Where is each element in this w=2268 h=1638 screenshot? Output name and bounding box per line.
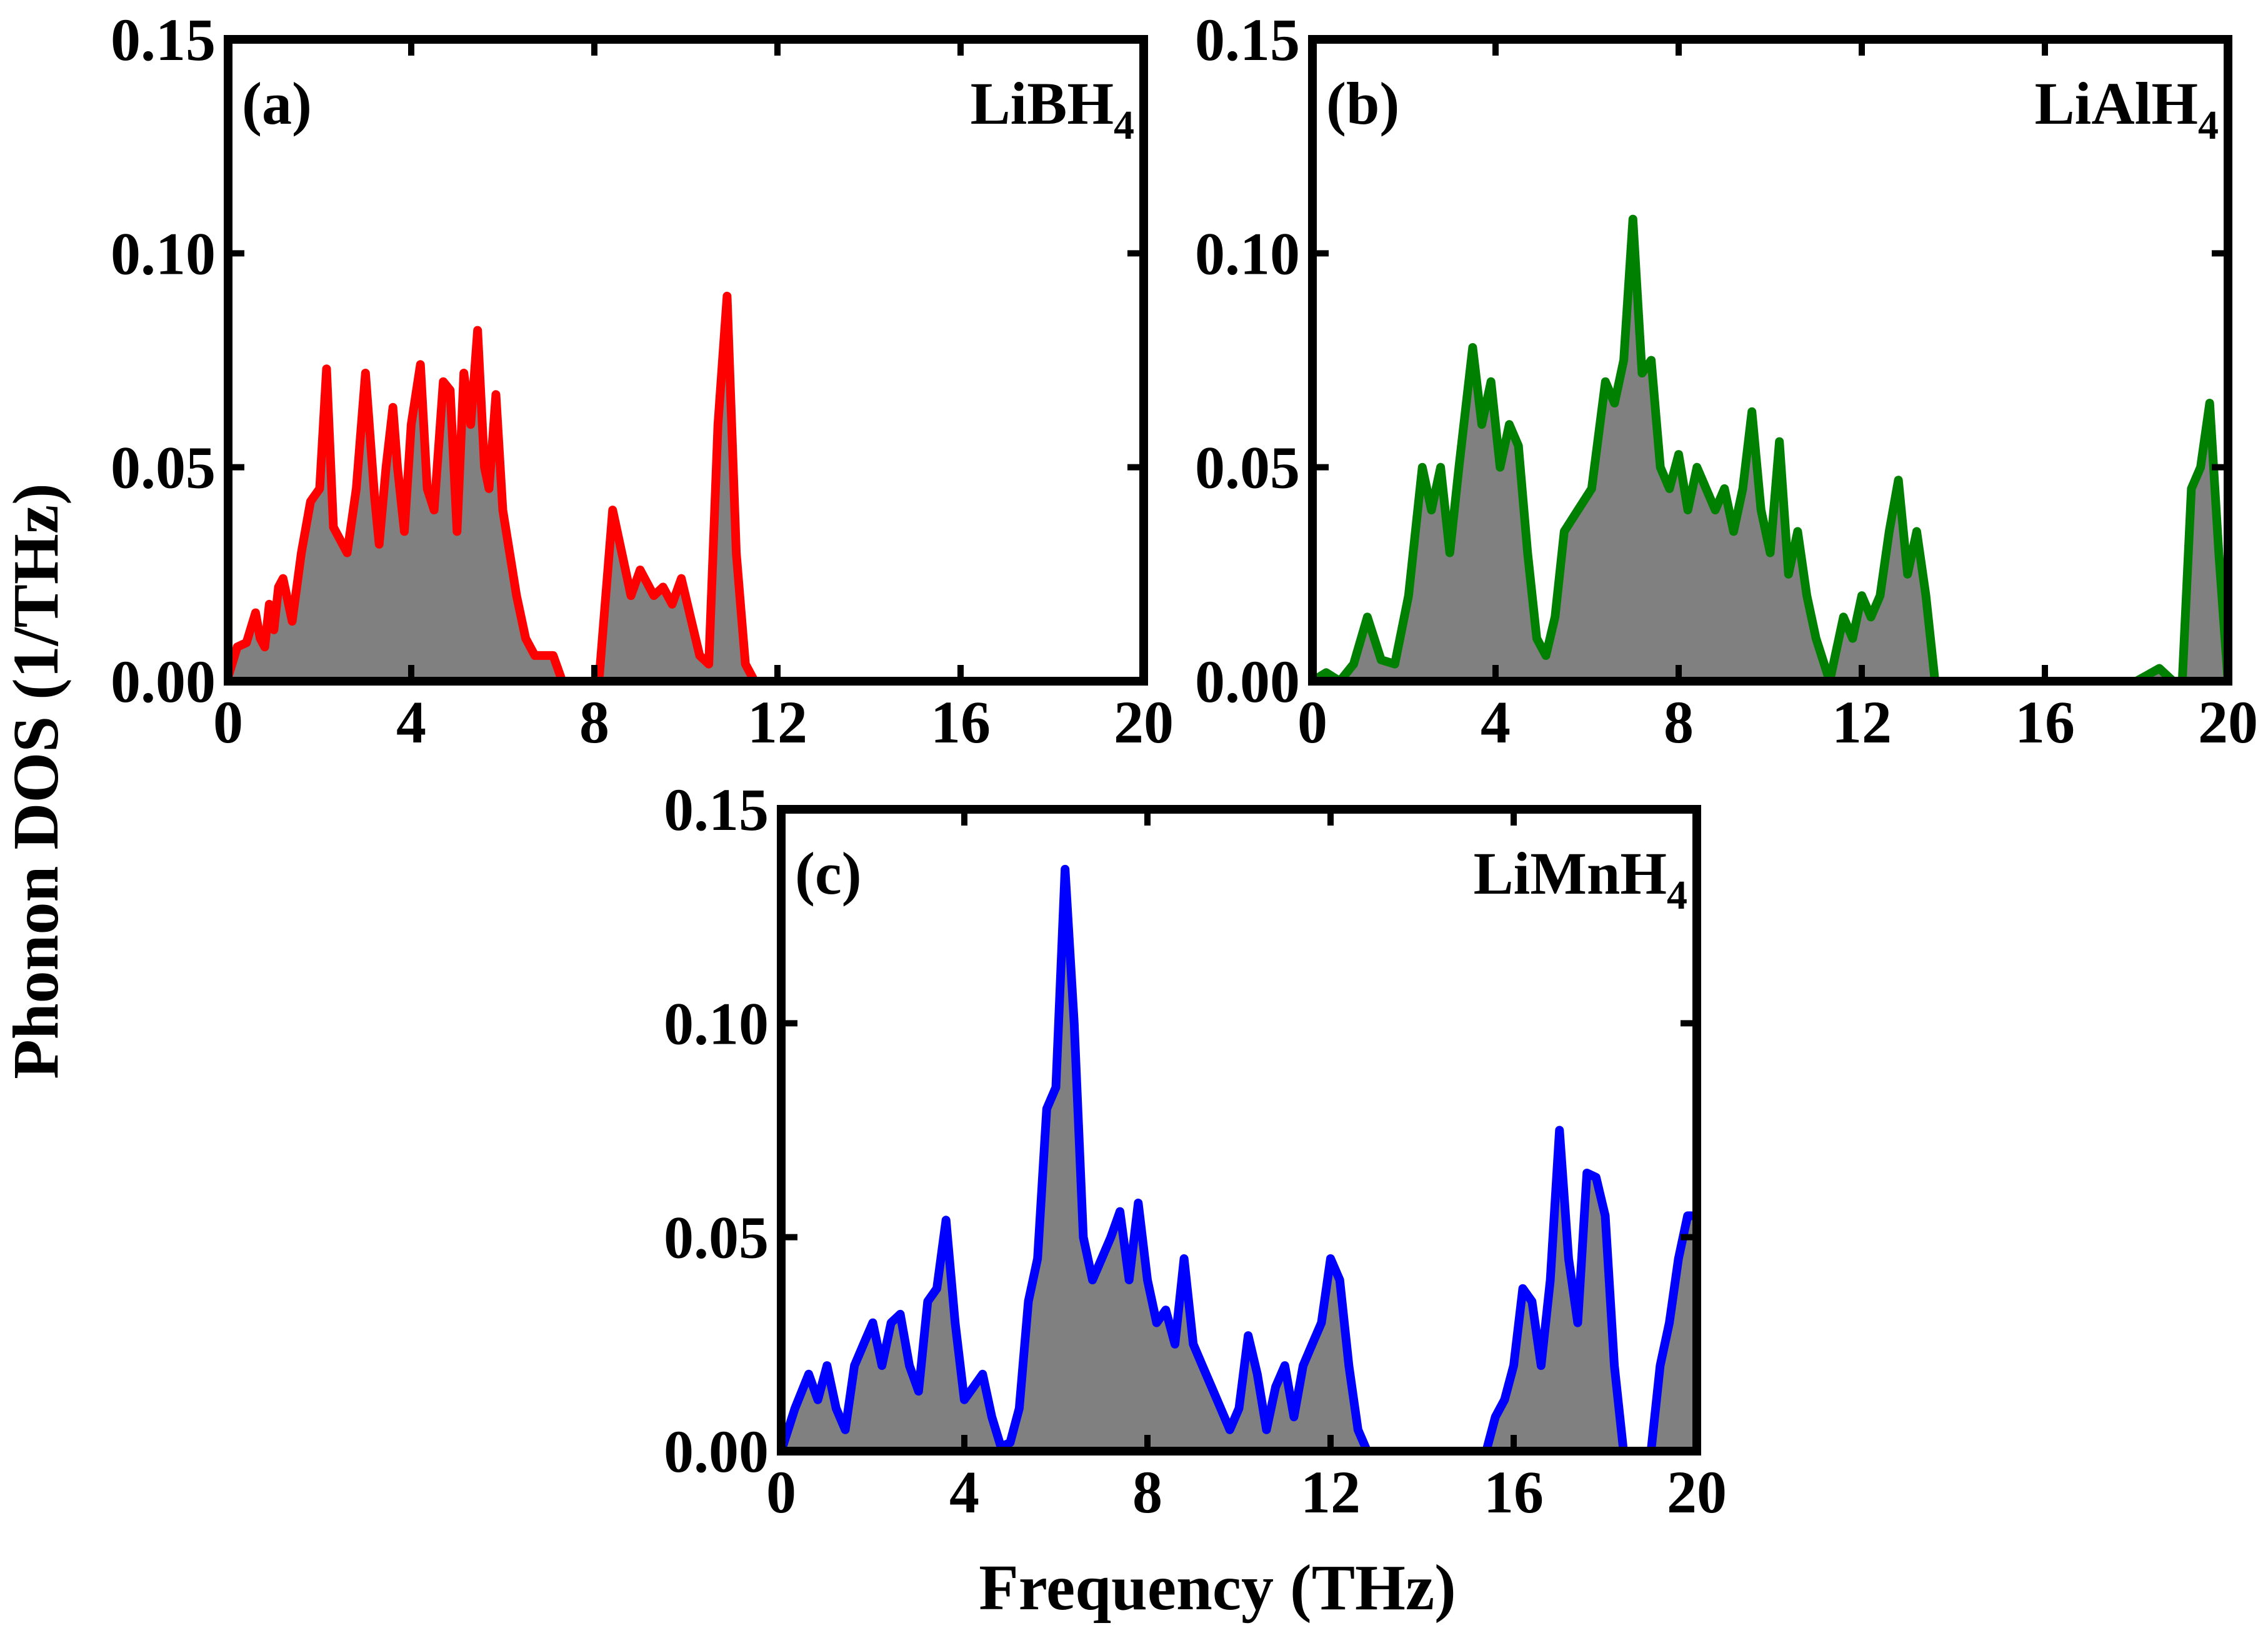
y-tick-label-c-3: 0.15 [664,776,769,843]
y-tick-label-b-1: 0.05 [1195,434,1300,501]
y-axis-title: Phonon DOS (1/THz) [0,483,72,1079]
x-tick-label-c-2: 8 [1132,1459,1162,1526]
panel-label-c: (c) [795,840,862,907]
y-tick-label-a-1: 0.05 [111,434,216,501]
panel-b: 0 4 8 12 16 200.000.050.100.15 (b) LiAlH4 [1195,6,2258,756]
y-tick-label-b-2: 0.10 [1195,220,1300,287]
x-tick-label-b-5: 20 [2198,689,2258,756]
axis-ticks-b: 0 4 8 12 16 20 0.00 0.05 0.10 0.15 [1195,6,2258,756]
compound-subscript-c: 4 [1667,872,1687,918]
panel-c: 0 4 8 12 16 200.000.050.100.15 (c) LiMnH4 [664,776,1727,1526]
x-tick-label-b-1: 4 [1481,689,1511,756]
plot-frame-c [777,805,1701,1456]
x-tick-label-a-5: 20 [1114,689,1174,756]
x-tick-label-a-4: 16 [931,689,991,756]
compound-subscript-a: 4 [1114,102,1134,148]
dos-line-c [777,864,1701,1456]
x-tick-label-b-4: 16 [2015,689,2075,756]
compound-formula-a: LiBH [971,70,1114,137]
y-tick-label-a-3: 0.15 [111,6,216,73]
x-tick-label-c-3: 12 [1301,1459,1361,1526]
dos-line-a [224,291,1148,686]
plot-frame-b [1308,35,2232,686]
x-tick-label-c-4: 16 [1484,1459,1544,1526]
plot-frame-a [224,35,1148,686]
panel-label-a: (a) [242,70,312,137]
compound-formula-c: LiMnH [1474,840,1667,907]
y-tick-label-b-3: 0.15 [1195,6,1300,73]
x-tick-label-c-0: 0 [766,1459,796,1526]
dos-area-c [781,869,1697,1451]
compound-formula-b: LiAlH [2035,70,2198,137]
x-tick-label-c-5: 20 [1667,1459,1727,1526]
panel-a: 0 4 8 12 16 200.000.050.100.15 (a) LiBH4 [111,6,1174,756]
panel-label-b: (b) [1326,70,1399,137]
y-tick-label-c-0: 0.00 [664,1418,769,1485]
y-tick-label-c-2: 0.10 [664,990,769,1057]
x-tick-label-b-2: 8 [1664,689,1694,756]
x-tick-label-b-3: 12 [1832,689,1892,756]
x-axis-title: Frequency (THz) [979,1552,1456,1624]
x-tick-label-a-1: 4 [396,689,426,756]
axis-ticks-c: 0 4 8 12 16 20 0.00 0.05 0.10 0.15 [664,776,1727,1526]
compound-label-c: LiMnH4 [1474,840,1687,918]
compound-label-b: LiAlH4 [2035,70,2219,148]
y-tick-label-b-0: 0.00 [1195,648,1300,715]
y-tick-label-c-1: 0.05 [664,1204,769,1271]
axis-ticks-a: 0 4 8 12 16 20 0.00 0.05 0.10 0.15 [111,6,1174,756]
x-tick-label-b-0: 0 [1297,689,1327,756]
x-tick-label-c-1: 4 [949,1459,979,1526]
y-tick-label-a-0: 0.00 [111,648,216,715]
x-tick-label-a-3: 12 [747,689,807,756]
compound-label-a: LiBH4 [971,70,1134,148]
y-tick-label-a-2: 0.10 [111,220,216,287]
dos-area-b [1312,219,2228,682]
dos-area-a [228,296,1144,681]
x-tick-label-a-0: 0 [213,689,243,756]
compound-subscript-b: 4 [2198,102,2219,148]
x-tick-label-a-2: 8 [579,689,609,756]
